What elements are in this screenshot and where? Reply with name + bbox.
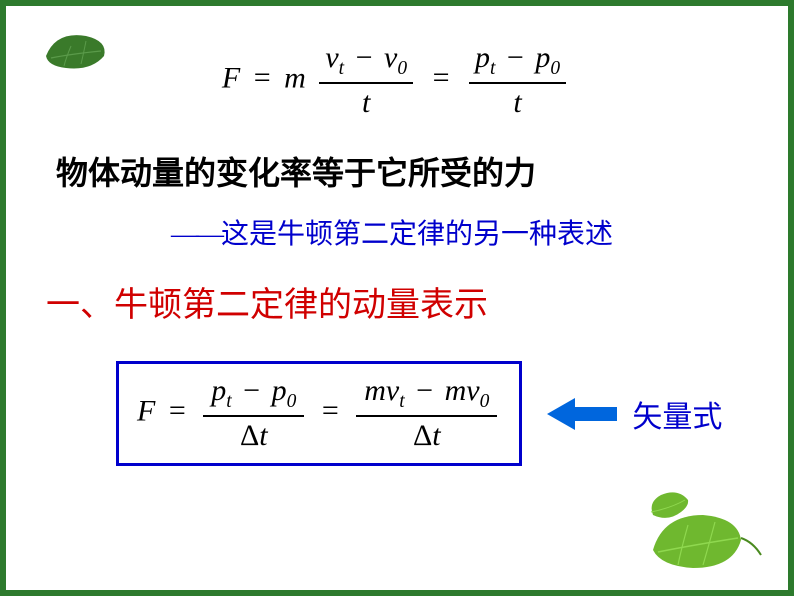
equals-3: = bbox=[169, 394, 186, 427]
fraction-4: mvt − mv0 Δt bbox=[356, 374, 497, 453]
formula-top: F = m vt − v0 t = pt − p0 t bbox=[36, 41, 758, 120]
equals-4: = bbox=[322, 394, 339, 427]
leaf-top-left-decoration bbox=[36, 26, 111, 76]
dash: —— bbox=[171, 219, 221, 250]
var-m: m bbox=[284, 61, 306, 94]
fraction-2: pt − p0 t bbox=[469, 41, 566, 120]
subtitle-text: 这是牛顿第二定律的另一种表述 bbox=[221, 219, 613, 250]
section-title: 一、牛顿第二定律的动量表示 bbox=[46, 277, 758, 326]
equals-2: = bbox=[433, 61, 450, 94]
fraction-3: pt − p0 Δt bbox=[203, 374, 304, 453]
leaf-bottom-right-decoration bbox=[623, 490, 763, 580]
vector-label: 矢量式 bbox=[632, 392, 722, 436]
equals-1: = bbox=[254, 61, 271, 94]
fraction-1: vt − v0 t bbox=[319, 41, 413, 120]
formula-box: F = pt − p0 Δt = mvt − mv0 Δt bbox=[116, 361, 522, 466]
var-F-box: F bbox=[137, 394, 155, 427]
subtitle: ——这是牛顿第二定律的另一种表述 bbox=[171, 212, 758, 252]
arrow-left-icon bbox=[547, 396, 617, 432]
var-F: F bbox=[222, 61, 240, 94]
heading-text: 物体动量的变化率等于它所受的力 bbox=[56, 148, 758, 194]
